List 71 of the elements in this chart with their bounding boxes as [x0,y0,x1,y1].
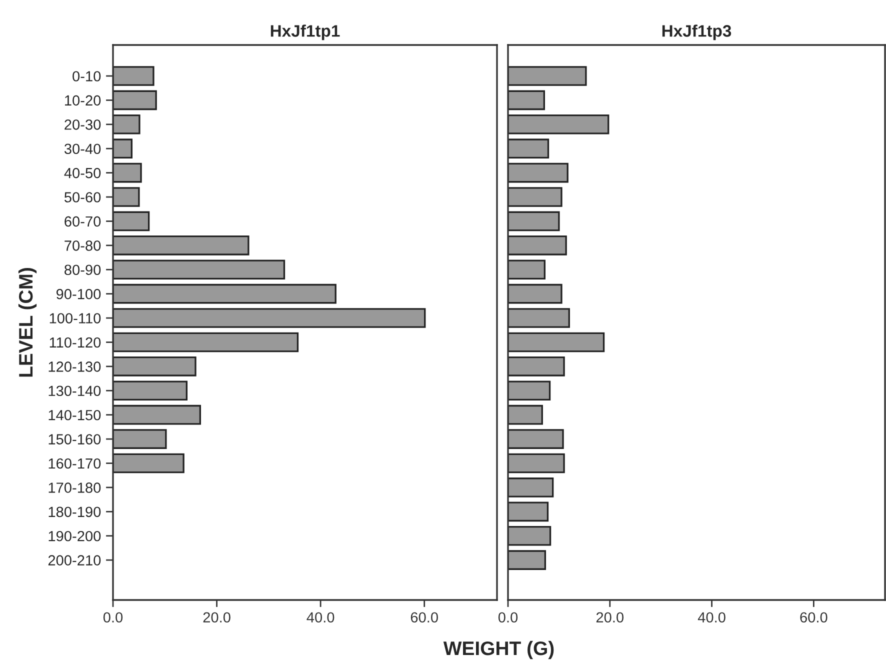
y-tick-label: 30-40 [64,144,101,154]
y-tick-label: 60-70 [64,216,101,227]
y-tick-label: 140-150 [48,410,101,420]
bar [508,260,546,280]
y-tick-label: 190-200 [48,530,101,542]
y-tick-label: 20-30 [64,119,101,130]
bar [113,90,157,110]
bar [508,478,554,498]
y-tick-label: 170-180 [48,482,101,493]
x-axis-title: WEIGHT (G) [443,640,554,660]
bar [113,114,140,134]
y-tick-label: 90-100 [56,288,101,300]
x-tick-label: 40.0 [698,612,726,623]
y-tick-label: 120-130 [48,362,101,372]
y-tick-label: 0-10 [72,71,101,82]
bar [113,332,299,352]
x-tick-label: 20.0 [596,612,624,623]
x-tick-label: 0.0 [498,612,518,623]
bar [113,211,150,232]
bar [508,308,570,328]
y-tick-label: 110-120 [50,337,101,348]
x-tick-label: 0.0 [103,612,123,623]
y-tick-label: 10-20 [65,95,101,106]
bar [113,284,336,304]
y-tick-label: 160-170 [48,458,101,469]
bar [113,138,133,159]
y-tick-label: 80-90 [64,264,101,276]
bar [508,90,546,110]
bar [508,332,605,352]
bar [508,138,550,159]
bar [508,236,567,256]
y-tick-label: 50-60 [64,192,101,202]
bar [508,356,565,376]
x-tick-label: 40.0 [306,612,334,623]
bar [508,66,587,86]
x-tick-label: 60.0 [800,612,828,623]
bar [113,162,142,183]
bar [508,526,552,546]
y-tick-label: 100-110 [50,313,101,324]
bar [113,308,426,328]
x-tick-label: 60.0 [410,612,438,623]
y-tick-label: 150-160 [48,434,101,444]
bar [508,453,565,474]
bar [508,211,560,232]
y-axis-title: LEVEL (CM) [18,268,37,377]
y-tick-label: 200-210 [48,555,101,566]
y-tick-label: 180-190 [48,506,101,518]
bar [508,404,543,425]
chart-title: HxJf1tp3 [662,24,732,40]
bar [508,162,568,183]
bar [508,187,562,207]
bar [113,404,202,425]
bar [508,550,546,570]
bar [508,502,549,522]
x-tick-label: 20.0 [203,612,230,623]
bar [113,453,184,474]
y-tick-label: 130-140 [48,386,101,396]
bar [113,380,188,401]
bar [113,429,167,449]
bar [508,114,610,134]
chart-title: HxJf1tp1 [270,24,340,40]
y-tick-label: 70-80 [64,240,101,251]
y-tick-label: 40-50 [64,168,101,178]
bar [113,187,140,207]
bar [113,66,154,86]
bar [113,260,286,280]
bar [508,429,564,449]
bar [113,356,196,376]
bar [508,284,562,304]
bar [508,380,551,401]
bar [113,236,250,256]
